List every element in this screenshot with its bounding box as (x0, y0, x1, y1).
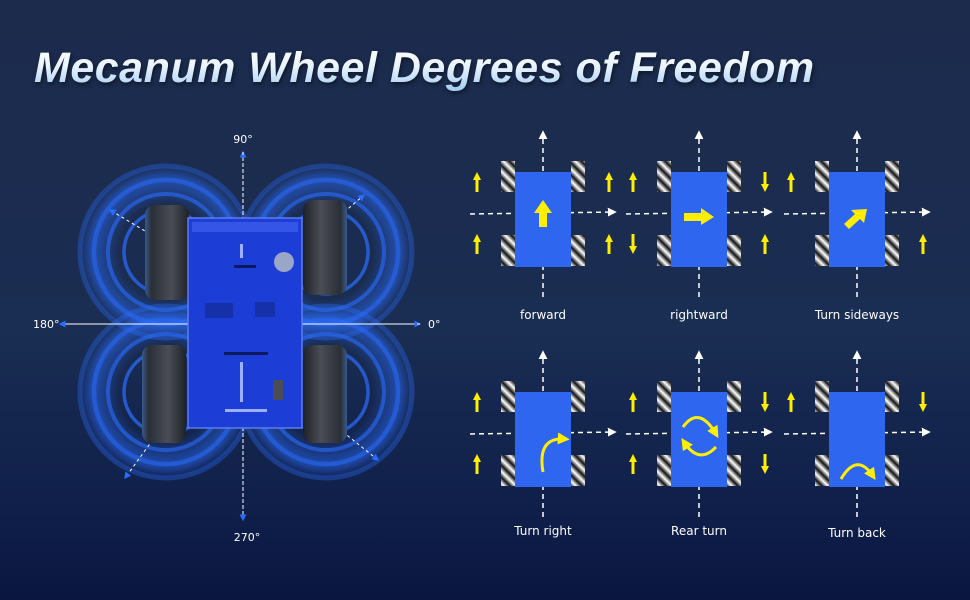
arrow-up-icon (534, 200, 552, 227)
horizontal-axis-arrow (625, 427, 773, 437)
mecanum-wheel (571, 235, 585, 266)
wheel-direction-arrow-icon (761, 466, 769, 474)
mode-label: Turn sideways (814, 308, 899, 322)
angle-label-270: 270° (234, 531, 261, 544)
mode-label: Rear turn (671, 524, 727, 538)
wheel-direction-arrow-icon (473, 454, 481, 462)
mecanum-wheel (657, 455, 671, 486)
rotate-icon (681, 416, 719, 457)
mecanum-wheel (885, 381, 899, 412)
horizontal-axis-arrow (783, 207, 931, 217)
wheel-direction-arrow-icon (629, 246, 637, 254)
mode-label: Turn right (513, 524, 572, 538)
mecanum-wheel (571, 455, 585, 486)
mode-panel-rear-turn: Rear turn (625, 350, 773, 538)
mecanum-wheel (727, 235, 741, 266)
wheel-direction-arrow-icon (629, 454, 637, 462)
angle-label-90: 90° (233, 133, 253, 146)
horizontal-axis-arrow (469, 207, 617, 217)
chassis-body (187, 217, 303, 429)
chassis-box (829, 172, 885, 267)
wheel-direction-arrow-icon (473, 392, 481, 400)
mode-panel-forward: forward (469, 130, 617, 322)
wheel-direction-arrow-icon (787, 172, 795, 180)
wheel-lf (145, 205, 189, 300)
mecanum-wheel (815, 381, 829, 412)
wheel-direction-arrow-icon (473, 172, 481, 180)
wheel-direction-arrow-icon (473, 234, 481, 242)
arrow-right-icon (684, 208, 714, 225)
mecanum-wheel (657, 381, 671, 412)
wheel-direction-arrow-icon (605, 172, 613, 180)
mecanum-wheel (501, 235, 515, 266)
wheels (142, 200, 347, 443)
mode-panel-rightward: rightward (625, 130, 773, 322)
mode-label: Turn back (827, 526, 886, 540)
arrow-diagonal-icon (844, 209, 867, 229)
horizontal-axis-arrow (625, 207, 773, 217)
mode-panel-turn-back: Turn back (783, 350, 931, 540)
wheel-rf (303, 200, 347, 295)
chassis-box (829, 392, 885, 487)
wheel-direction-arrow-icon (629, 172, 637, 180)
robot-diagram: 90° 180° 0° 270° (33, 133, 441, 544)
mecanum-wheel (885, 235, 899, 266)
wheel-direction-arrow-icon (787, 392, 795, 400)
mecanum-wheel (501, 161, 515, 192)
mecanum-wheel (501, 455, 515, 486)
mode-panel-turn-sideways: Turn sideways (783, 130, 931, 322)
mode-label: forward (520, 308, 566, 322)
mecanum-wheel (815, 161, 829, 192)
mecanum-wheel (571, 161, 585, 192)
mecanum-wheel (885, 455, 899, 486)
wheel-direction-arrow-icon (919, 234, 927, 242)
mecanum-wheel (815, 235, 829, 266)
wheel-direction-arrow-icon (919, 404, 927, 412)
curved-arrow-right-icon (540, 432, 570, 473)
mecanum-wheel (657, 161, 671, 192)
mecanum-wheel (727, 381, 741, 412)
mecanum-wheel (571, 381, 585, 412)
mode-panel-turn-right: Turn right (469, 350, 617, 538)
angle-label-0: 0° (428, 318, 441, 331)
wheel-direction-arrow-icon (761, 404, 769, 412)
wheel-direction-arrow-icon (605, 234, 613, 242)
wheel-rr (303, 345, 347, 443)
page-title: Mecanum Wheel Degrees of Freedom (34, 44, 815, 92)
angle-label-180: 180° (33, 318, 60, 331)
arch-arrow-icon (839, 463, 876, 480)
wheel-direction-arrow-icon (761, 234, 769, 242)
chassis-box (515, 172, 571, 267)
mecanum-wheel (657, 235, 671, 266)
wheel-direction-arrow-icon (761, 184, 769, 192)
mecanum-wheel (727, 161, 741, 192)
mecanum-wheel (501, 381, 515, 412)
chassis-box (671, 392, 727, 487)
horizontal-axis-arrow (469, 427, 617, 437)
wheel-lr (142, 345, 186, 443)
mode-label: rightward (670, 308, 728, 322)
chassis-box (515, 392, 571, 487)
mecanum-wheel (885, 161, 899, 192)
horizontal-axis-arrow (783, 427, 931, 437)
mecanum-wheel (727, 455, 741, 486)
wheel-direction-arrow-icon (629, 392, 637, 400)
chassis-box (671, 172, 727, 267)
diag-arrow-lr (124, 429, 161, 480)
mecanum-wheel (815, 455, 829, 486)
